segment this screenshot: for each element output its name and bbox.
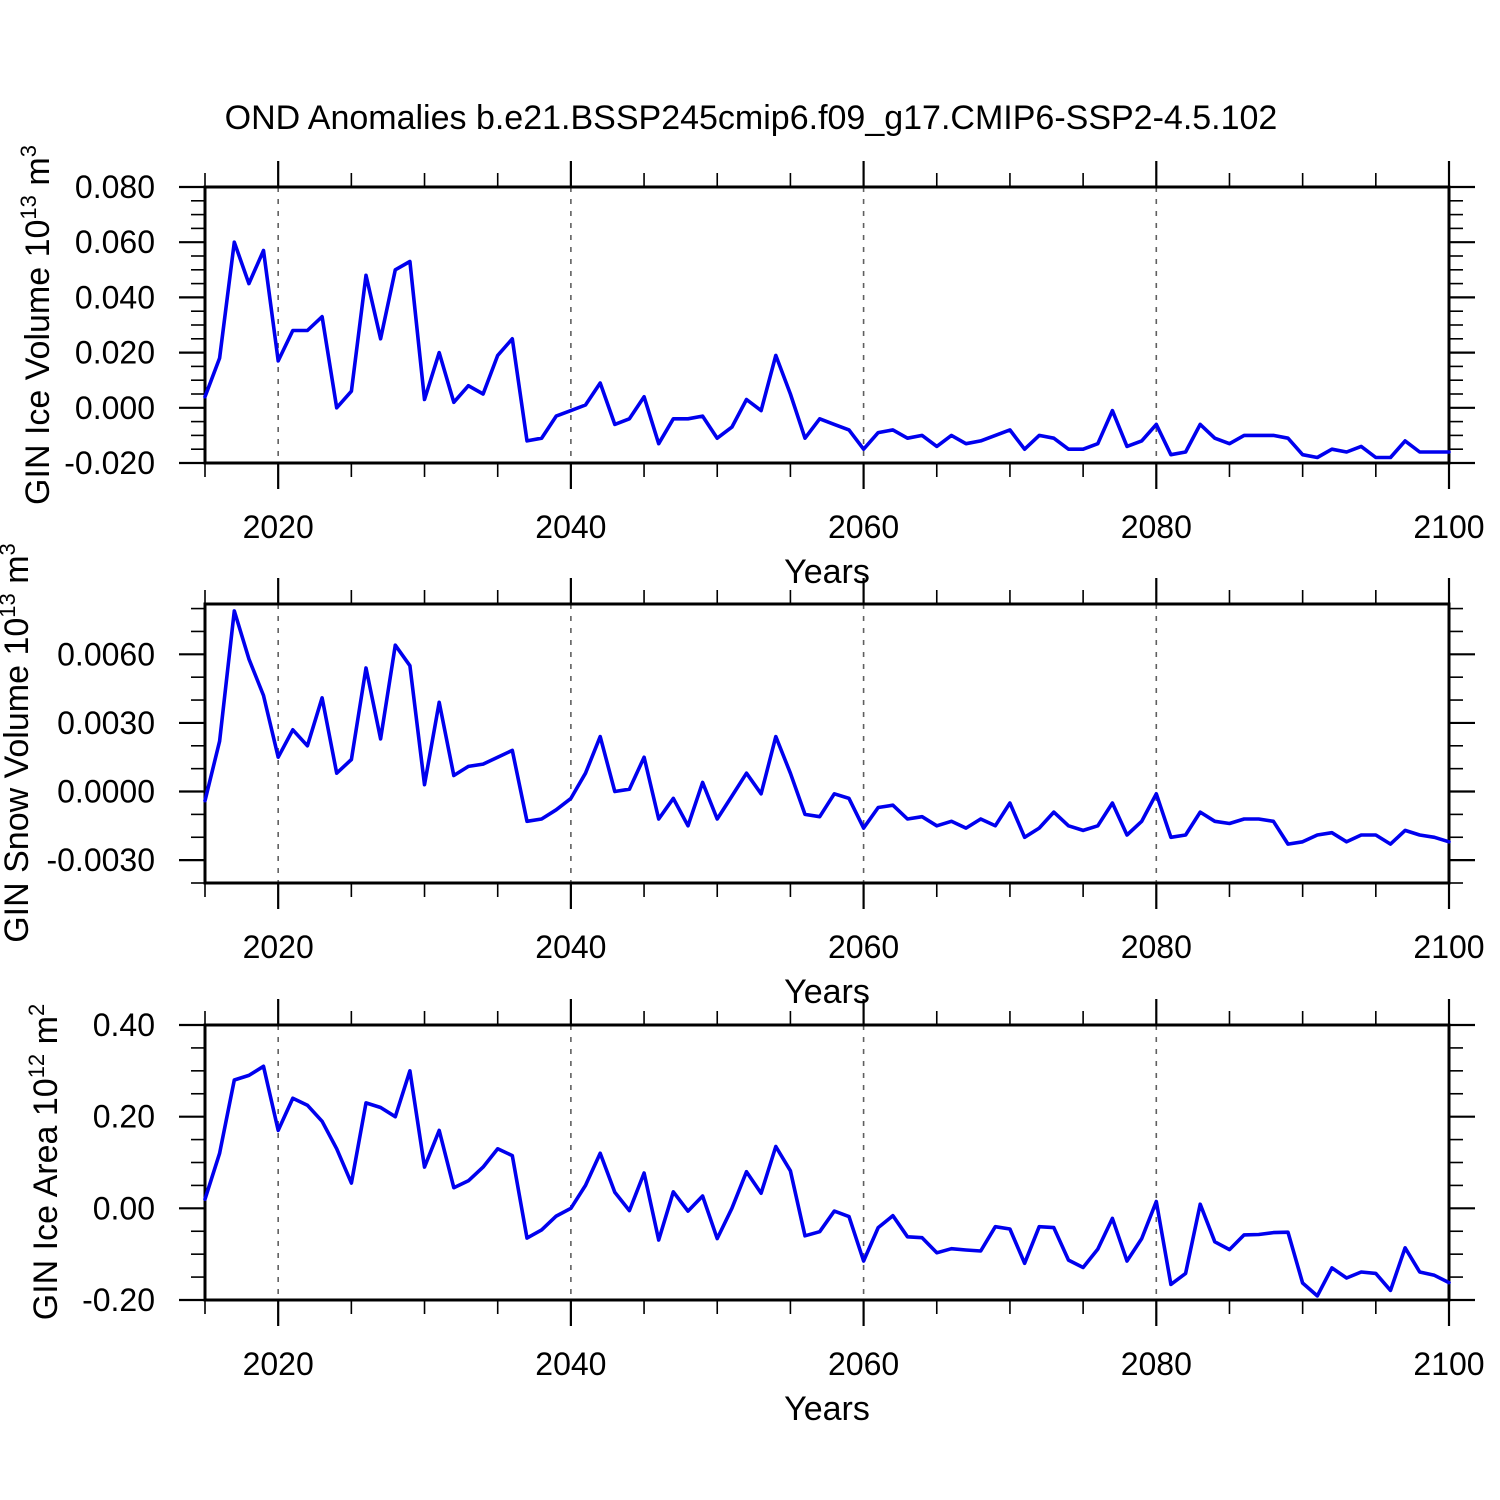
y-axis-title-text: GIN Snow Volume 10 bbox=[0, 617, 36, 943]
y-tick-label: 0.0000 bbox=[57, 774, 155, 810]
y-axis-title-ice-area: GIN Ice Area 1012 m2 bbox=[24, 1004, 65, 1321]
x-tick-label: 2080 bbox=[1121, 1346, 1192, 1382]
y-axis-exponent: 13 bbox=[0, 593, 20, 618]
plot-border bbox=[203, 1023, 1451, 1302]
y-tick-label: 0.020 bbox=[75, 335, 155, 371]
chart-title: OND Anomalies b.e21.BSSP245cmip6.f09_g17… bbox=[224, 99, 1278, 137]
y-tick-label: 0.000 bbox=[75, 390, 155, 426]
x-axis-title: Years bbox=[784, 553, 870, 591]
panel-ice-area: 0.40 0.20 0.00 -0.20 2020 2040 2060 2080 2100 bbox=[82, 999, 1485, 1382]
y-tick-label: -0.0030 bbox=[46, 842, 155, 878]
x-tick-label: 2020 bbox=[243, 929, 314, 965]
x-tick-label: 2080 bbox=[1121, 509, 1192, 545]
y-tick-label: 0.060 bbox=[75, 224, 155, 260]
y-axis-unit: m bbox=[27, 1016, 65, 1054]
x-tick-label: 2080 bbox=[1121, 929, 1192, 965]
y-axis-title-snow-volume: GIN Snow Volume 1013 m3 bbox=[0, 543, 36, 943]
x-tick-label: 2060 bbox=[828, 1346, 899, 1382]
x-axis-title: Years bbox=[784, 1390, 870, 1428]
x-tick-label: 2100 bbox=[1413, 1346, 1484, 1382]
x-tick-label: 2060 bbox=[828, 929, 899, 965]
y-axis-title-ice-volume: GIN Ice Volume 1013 m3 bbox=[16, 145, 57, 505]
y-tick-label: 0.40 bbox=[93, 1007, 155, 1043]
snow-volume-line bbox=[203, 609, 1451, 846]
y-axis-unit: m bbox=[0, 555, 36, 594]
y-tick-label: 0.040 bbox=[75, 279, 155, 315]
y-axis-unit-exponent: 3 bbox=[16, 145, 41, 158]
y-tick-label: 0.00 bbox=[93, 1190, 155, 1226]
x-tick-label: 2040 bbox=[535, 1346, 606, 1382]
y-tick-label: -0.20 bbox=[82, 1282, 155, 1318]
y-tick-label: 0.0060 bbox=[57, 636, 155, 672]
x-tick-label: 2060 bbox=[828, 509, 899, 545]
panel-ice-volume: 0.080 0.060 0.040 0.020 0.000 -0.020 2020 2040 2… bbox=[64, 161, 1485, 545]
y-axis-exponent: 13 bbox=[16, 195, 41, 220]
panel-snow-volume: 0.0060 0.0030 0.0000 -0.0030 2020 2040 2060 208… bbox=[46, 578, 1485, 965]
x-tick-label: 2040 bbox=[535, 509, 606, 545]
ice-volume-line bbox=[203, 240, 1451, 460]
y-axis-unit: m bbox=[19, 157, 57, 196]
y-tick-label: -0.020 bbox=[64, 445, 155, 481]
y-axis-unit-exponent: 2 bbox=[24, 1003, 49, 1017]
y-axis-exponent: 12 bbox=[24, 1053, 49, 1079]
y-tick-label: 0.0030 bbox=[57, 705, 155, 741]
x-tick-label: 2100 bbox=[1413, 509, 1484, 545]
x-axis-title: Years bbox=[784, 973, 870, 1011]
y-axis-unit-exponent: 3 bbox=[0, 543, 20, 555]
x-tick-label: 2020 bbox=[243, 509, 314, 545]
y-tick-label: 0.20 bbox=[93, 1099, 155, 1135]
y-axis-title-text: GIN Ice Volume 10 bbox=[19, 219, 57, 505]
x-tick-label: 2040 bbox=[535, 929, 606, 965]
y-tick-label: 0.080 bbox=[75, 169, 155, 205]
x-tick-label: 2020 bbox=[243, 1346, 314, 1382]
y-axis-title-text: GIN Ice Area 10 bbox=[27, 1078, 65, 1321]
x-tick-label: 2100 bbox=[1413, 929, 1484, 965]
plot-border bbox=[203, 602, 1451, 885]
ice-area-line bbox=[203, 1064, 1451, 1298]
